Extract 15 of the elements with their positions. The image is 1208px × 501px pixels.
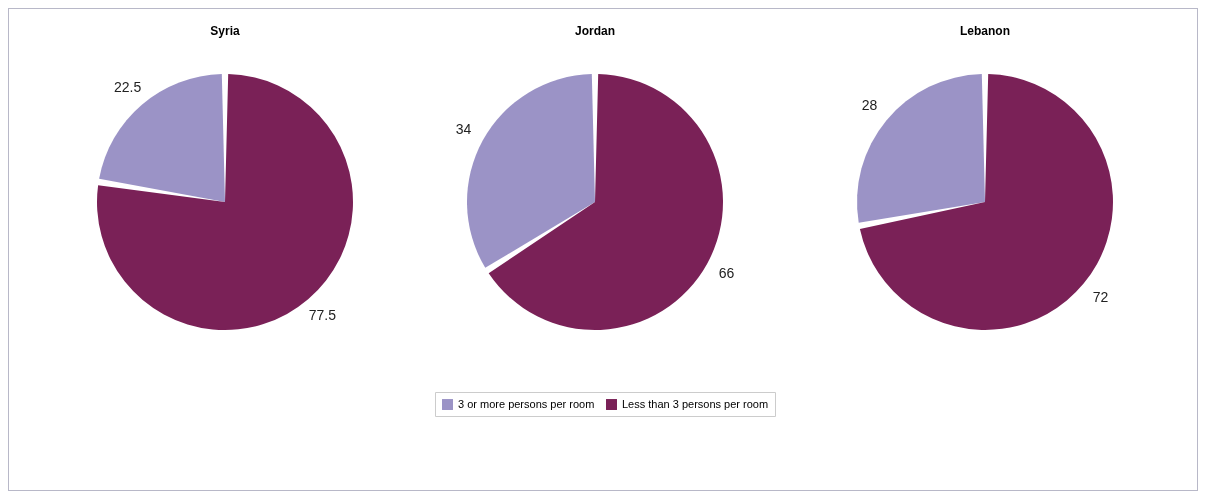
pie-slice — [97, 74, 353, 330]
chart-title: Syria — [210, 24, 240, 38]
pie-slice — [859, 74, 1113, 330]
pie-slice — [99, 74, 225, 202]
chart-title: Lebanon — [960, 24, 1010, 38]
legend-label: 3 or more persons per room — [458, 397, 595, 410]
data-label: 66 — [718, 265, 735, 282]
legend-label: Less than 3 persons per room — [622, 397, 769, 410]
data-label: 34 — [455, 120, 472, 137]
chart-title: Jordan — [574, 24, 616, 38]
data-label: 28 — [861, 97, 878, 114]
data-label: 77.5 — [308, 307, 337, 324]
data-label: 22.5 — [113, 78, 142, 95]
data-label: 72 — [1092, 288, 1109, 305]
pie-slice — [857, 74, 985, 223]
